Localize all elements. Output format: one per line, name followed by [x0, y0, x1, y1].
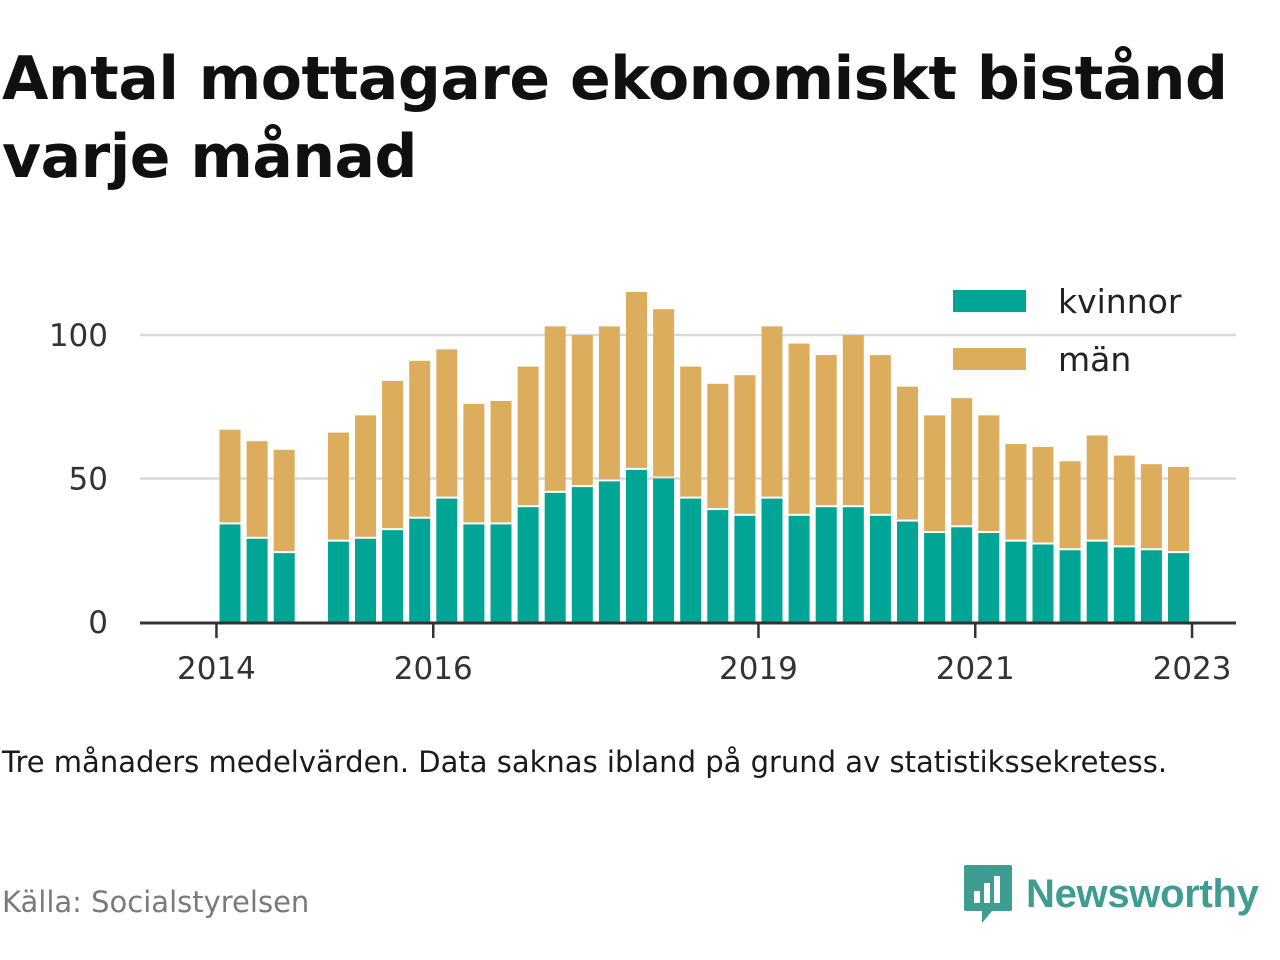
- bar-kvinnor: [598, 481, 620, 622]
- bar-man: [626, 291, 647, 468]
- bar-man: [598, 326, 620, 480]
- bar-kvinnor: [978, 533, 1000, 622]
- bars: [219, 291, 1189, 622]
- x-tick-label: 2016: [394, 651, 473, 687]
- bar-chart-speech-bubble-icon: [964, 865, 1012, 923]
- bar-kvinnor: [273, 553, 295, 622]
- bar-kvinnor: [409, 518, 431, 622]
- bar-kvinnor: [815, 507, 837, 622]
- bar-man: [1140, 464, 1162, 549]
- bar-man: [571, 335, 593, 486]
- bar-man: [436, 349, 458, 497]
- bar-kvinnor: [951, 527, 973, 622]
- bar-man: [1059, 461, 1081, 549]
- bar-kvinnor: [1140, 550, 1162, 622]
- y-tick-label: 0: [88, 605, 108, 641]
- bar-man: [409, 360, 431, 517]
- bar-man: [219, 429, 241, 523]
- bar-man: [1113, 455, 1135, 546]
- bar-kvinnor: [734, 515, 756, 622]
- x-tick-label: 2014: [177, 651, 256, 687]
- brand-logo[interactable]: Newsworthy: [962, 862, 1259, 926]
- bar-man: [897, 386, 918, 520]
- bar-man: [951, 398, 973, 526]
- legend: kvinnor män: [953, 282, 1182, 379]
- bar-man: [653, 309, 675, 477]
- bar-kvinnor: [680, 498, 702, 622]
- bar-man: [978, 415, 1000, 532]
- source-label: Källa: Socialstyrelsen: [2, 885, 310, 919]
- bar-kvinnor: [327, 541, 349, 622]
- chart-title: Antal mottagare ekonomiskt bistånd varje…: [2, 44, 1228, 192]
- bar-kvinnor: [626, 469, 647, 622]
- x-tick-label: 2019: [719, 651, 798, 687]
- legend-label: män: [1058, 340, 1131, 379]
- axes: 0 50 100 2014 2016 2019 2021 2023: [49, 318, 1236, 687]
- bar-man: [1168, 467, 1189, 552]
- bar-kvinnor: [1168, 553, 1189, 622]
- bar-man: [842, 335, 864, 506]
- bar-man: [544, 326, 566, 491]
- bar-man: [734, 375, 756, 514]
- bar-man: [680, 366, 702, 497]
- bar-kvinnor: [544, 492, 566, 622]
- bar-man: [327, 432, 349, 540]
- bar-kvinnor: [571, 487, 593, 622]
- bar-kvinnor: [517, 507, 539, 622]
- bar-man: [707, 383, 729, 509]
- legend-label: kvinnor: [1058, 282, 1182, 321]
- bar-man: [815, 355, 837, 506]
- legend-swatch: [953, 290, 1026, 312]
- bar-man: [788, 343, 810, 514]
- legend-swatch: [953, 348, 1026, 370]
- bar-man: [761, 326, 783, 497]
- stacked-bar-chart: 0 50 100 2014 2016 2019 2021 2023 kvinnor män: [49, 282, 1236, 687]
- bar-kvinnor: [463, 524, 485, 622]
- bar-man: [490, 401, 512, 523]
- bar-kvinnor: [1059, 550, 1081, 622]
- bar-kvinnor: [436, 498, 458, 622]
- x-tick-label: 2021: [936, 651, 1015, 687]
- bar-man: [355, 415, 376, 537]
- bar-man: [1086, 435, 1108, 540]
- bar-kvinnor: [219, 524, 241, 622]
- bar-kvinnor: [897, 521, 918, 622]
- bar-kvinnor: [1113, 547, 1135, 622]
- bar-kvinnor: [1005, 541, 1027, 622]
- chart-note: Tre månaders medelvärden. Data saknas ib…: [2, 745, 1168, 779]
- y-tick-label: 100: [49, 318, 108, 354]
- bar-man: [1032, 446, 1054, 543]
- y-tick-label: 50: [69, 462, 108, 498]
- bar-kvinnor: [355, 538, 376, 622]
- bar-man: [463, 403, 485, 523]
- bar-kvinnor: [1086, 541, 1108, 622]
- bar-man: [382, 380, 404, 529]
- bar-kvinnor: [869, 515, 891, 622]
- bar-man: [869, 355, 891, 514]
- brand-name: Newsworthy: [1026, 871, 1259, 916]
- bar-kvinnor: [842, 507, 864, 622]
- bar-kvinnor: [761, 498, 783, 622]
- bar-man: [924, 415, 946, 532]
- bar-kvinnor: [788, 515, 810, 622]
- bar-man: [517, 366, 539, 506]
- bar-kvinnor: [924, 533, 946, 622]
- bar-kvinnor: [490, 524, 512, 622]
- bar-kvinnor: [382, 530, 404, 622]
- bar-kvinnor: [1032, 544, 1054, 622]
- bar-kvinnor: [707, 510, 729, 622]
- bar-man: [1005, 444, 1027, 540]
- bar-man: [273, 449, 295, 552]
- bar-man: [246, 441, 268, 537]
- bar-kvinnor: [246, 538, 268, 622]
- bar-kvinnor: [653, 478, 675, 622]
- x-tick-label: 2023: [1153, 651, 1232, 687]
